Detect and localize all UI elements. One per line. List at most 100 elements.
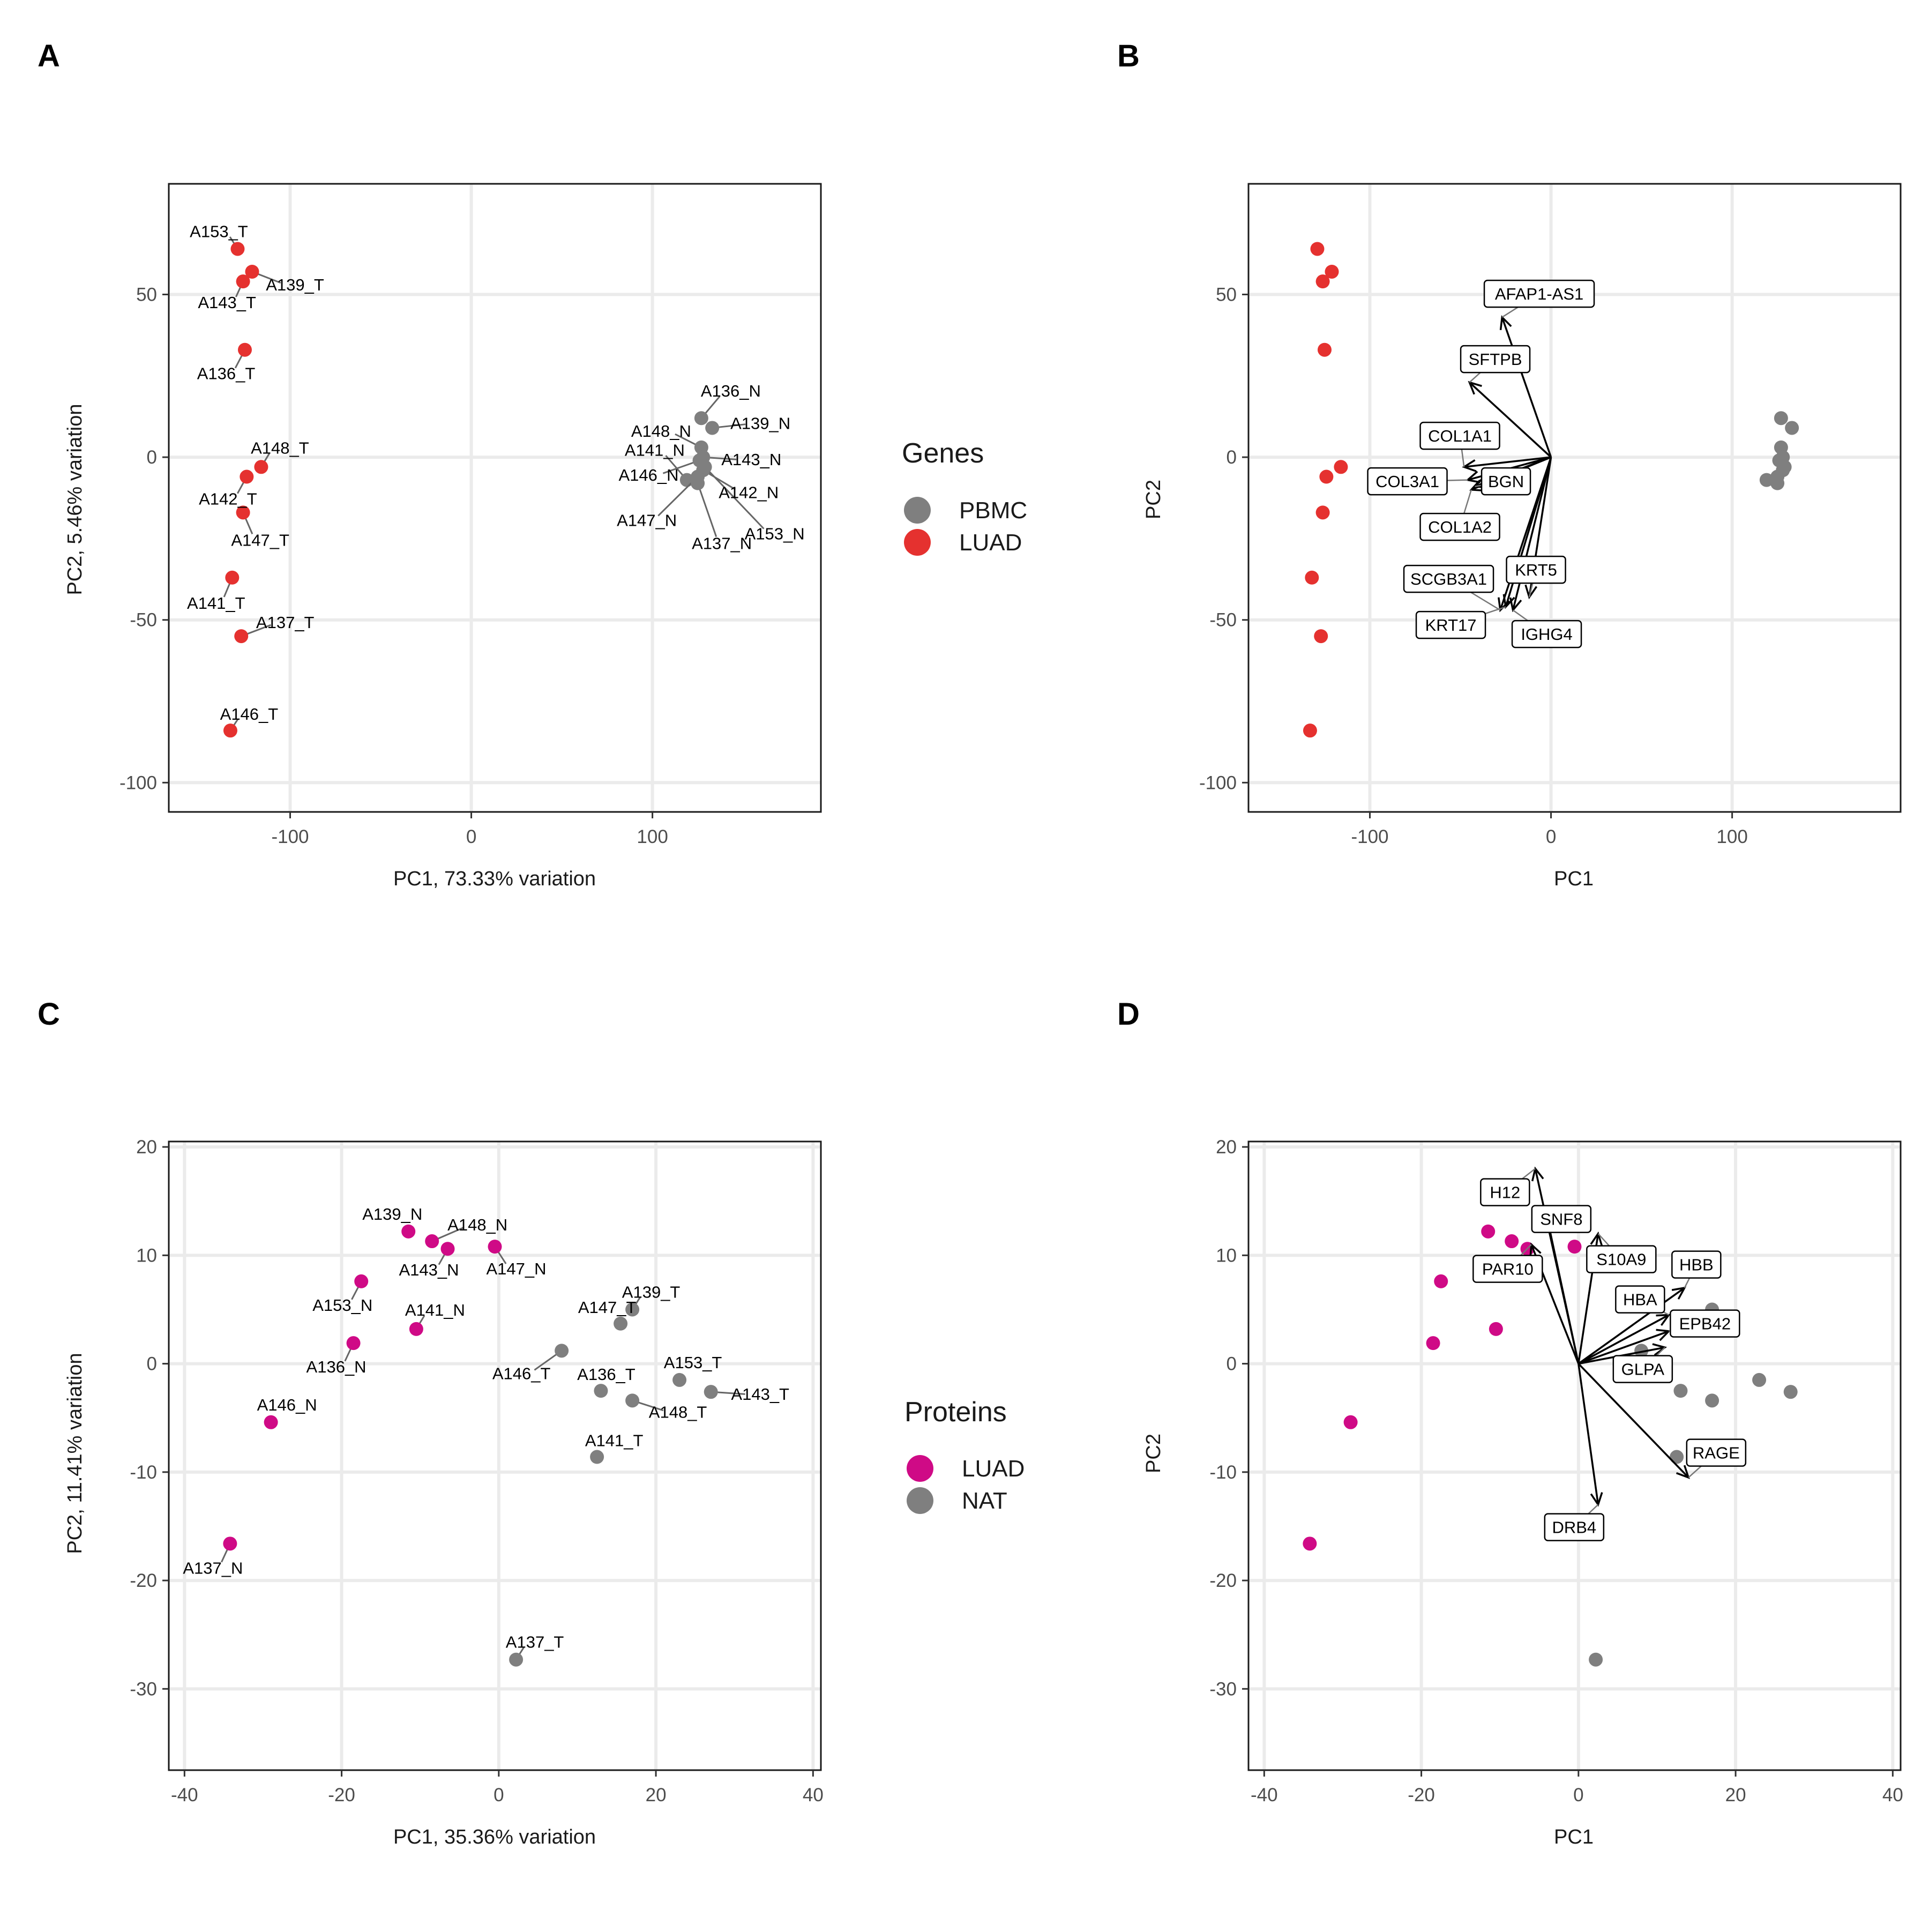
panel-a-y-tick-label: -100 — [119, 772, 157, 793]
panel-d-loading-arrow — [1578, 1330, 1670, 1365]
panel-a-point-label: A153_N — [745, 524, 805, 543]
panel-a-point-label: A136_N — [701, 382, 761, 400]
legend-proteins-luad-label: LUAD — [962, 1456, 1025, 1482]
panel-c-point-nat — [672, 1372, 687, 1387]
panel-a-point-luad — [236, 505, 250, 520]
panel-c-point-label: A139_T — [622, 1282, 681, 1301]
panel-c-point-nat — [555, 1344, 569, 1358]
panel-a-label-connector — [704, 466, 765, 529]
panel-d-loading-label: DRB4 — [1552, 1518, 1596, 1537]
panel-d-y-tick-label: -30 — [1209, 1679, 1237, 1699]
panel-b-loading-label: AFAP1-AS1 — [1495, 285, 1583, 303]
panel-d-point-luad — [1426, 1336, 1440, 1351]
panel-b-x-tick-label: -100 — [1351, 826, 1388, 847]
panel-a-plot: -100 0 100 -100 -50 0 50 A153_T A139_T A143_T A136… — [119, 183, 822, 847]
panel-d-loading-arrow — [1578, 1314, 1670, 1365]
panel-d-loading-label: S10A9 — [1596, 1250, 1646, 1269]
legend-genes-luad-label: LUAD — [959, 529, 1022, 556]
panel-b-x-axis-title: PC1 — [1554, 868, 1594, 890]
panel-letter-c: C — [38, 997, 60, 1032]
panel-c-point-label: A141_N — [405, 1301, 465, 1319]
panel-c-point-luad — [409, 1322, 423, 1336]
panel-a-point-luad — [234, 629, 249, 644]
panel-b-y-axis-title: PC2 — [1142, 480, 1165, 519]
panel-a-point-label: A142_T — [199, 490, 257, 509]
panel-c-point-label: A136_N — [306, 1357, 367, 1376]
panel-a-point-pbmc — [694, 411, 708, 426]
panel-d-loading-label: EPB42 — [1679, 1315, 1731, 1333]
panel-b-point-luad — [1334, 460, 1348, 474]
legend-genes-pbmc-swatch — [904, 497, 931, 524]
panel-d-point-nat — [1670, 1450, 1684, 1464]
panel-c-point-luad — [346, 1336, 361, 1351]
panel-d-point-luad — [1434, 1274, 1448, 1288]
panel-b-loading-label: COL1A2 — [1428, 518, 1492, 536]
panel-c-plot: -40 -20 0 20 40 -30 -20 -10 0 10 20 A139_N A148_N A14… — [130, 1137, 823, 1806]
panel-a-point-luad — [223, 723, 237, 738]
panel-d-x-tick-label: -40 — [1251, 1785, 1278, 1806]
panel-c-point-luad — [440, 1242, 455, 1256]
panel-b-frame — [1247, 183, 1902, 813]
panel-c-point-nat — [509, 1652, 524, 1667]
panel-c-y-tick-label: 0 — [147, 1354, 157, 1375]
panel-b-point-pbmc — [1785, 421, 1799, 435]
panel-a-point-luad — [230, 242, 245, 256]
panel-a-point-pbmc — [698, 460, 712, 474]
panel-a-point-label: A143_N — [721, 450, 781, 469]
panel-d-point-luad — [1567, 1240, 1582, 1254]
panel-d-plot: -40 -20 0 20 40 -30 -20 -10 0 10 20 H12 SNF8 PAR10 S10… — [1209, 1137, 1903, 1806]
panel-a-point-label: A142_N — [719, 483, 779, 502]
panel-d-point-luad — [1489, 1322, 1503, 1336]
panel-c-y-tick-label: 10 — [136, 1245, 157, 1266]
panel-d-point-luad — [1481, 1224, 1496, 1239]
panel-c-y-tick-label: -10 — [130, 1462, 157, 1483]
panel-d-point-nat — [1705, 1393, 1719, 1408]
legend-proteins-nat-label: NAT — [962, 1488, 1007, 1514]
panel-b-loading-label: KRT17 — [1425, 616, 1477, 635]
panel-b-point-pbmc — [1770, 476, 1785, 490]
panel-d-x-tick-label: 0 — [1573, 1785, 1583, 1806]
panel-b-x-tick-label: 100 — [1716, 826, 1747, 847]
panel-d-loading-label: GLPA — [1621, 1360, 1665, 1379]
panel-b-point-luad — [1305, 570, 1319, 585]
panel-d-loading-label: RAGE — [1693, 1444, 1740, 1463]
panel-a-point-label: A137_T — [256, 613, 315, 632]
panel-b-loading-label-box — [1481, 467, 1531, 496]
panel-d-loading-label-box — [1686, 1438, 1747, 1467]
panel-b-point-luad — [1314, 629, 1328, 644]
panel-a-point-label: A146_T — [220, 705, 279, 723]
panel-c-point-label: A143_T — [731, 1385, 789, 1404]
panel-c-point-nat — [704, 1385, 718, 1399]
panel-d-loading-label-box — [1472, 1255, 1543, 1283]
panel-b-loading-label: IGHG4 — [1521, 625, 1572, 644]
panel-d-point-nat — [1673, 1384, 1688, 1398]
panel-b-loading-label-box — [1403, 564, 1494, 593]
panel-a-x-tick-label: -100 — [271, 826, 309, 847]
panel-a-x-tick-label: 0 — [466, 826, 476, 847]
panel-d-loading-label-box — [1612, 1355, 1673, 1383]
panel-a-frame — [168, 183, 822, 813]
panel-b-loading-label-box — [1415, 610, 1486, 639]
panel-c-point-label: A137_N — [183, 1558, 243, 1577]
panel-c-x-tick-label: 20 — [646, 1785, 667, 1806]
panel-c-point-label: A143_N — [399, 1260, 459, 1279]
panel-d-y-tick-label: -10 — [1209, 1462, 1237, 1483]
legend-proteins-nat-swatch — [907, 1487, 933, 1514]
panel-b-point-luad — [1317, 342, 1332, 357]
panel-c-point-label: A139_N — [362, 1205, 422, 1224]
panel-d-loading-label: SNF8 — [1540, 1210, 1582, 1229]
panel-b-point-luad — [1315, 274, 1330, 289]
panel-c-y-axis-title: PC2, 11.41% variation — [64, 1353, 86, 1554]
panel-a-label-connector — [697, 483, 717, 538]
panel-a-point-label: A153_T — [190, 222, 248, 241]
panel-c-point-label: A153_N — [312, 1296, 372, 1315]
panel-d-point-luad — [1343, 1415, 1358, 1429]
panel-c-point-luad — [354, 1274, 369, 1288]
panel-c-point-label: A148_N — [447, 1215, 507, 1234]
panel-c-point-nat — [625, 1393, 640, 1408]
panel-c-x-axis-title: PC1, 35.36% variation — [393, 1826, 596, 1848]
panel-a-y-tick-label: -50 — [130, 610, 157, 631]
panel-a-point-label: A141_N — [625, 441, 685, 460]
panel-c-y-tick-label: -30 — [130, 1679, 157, 1699]
